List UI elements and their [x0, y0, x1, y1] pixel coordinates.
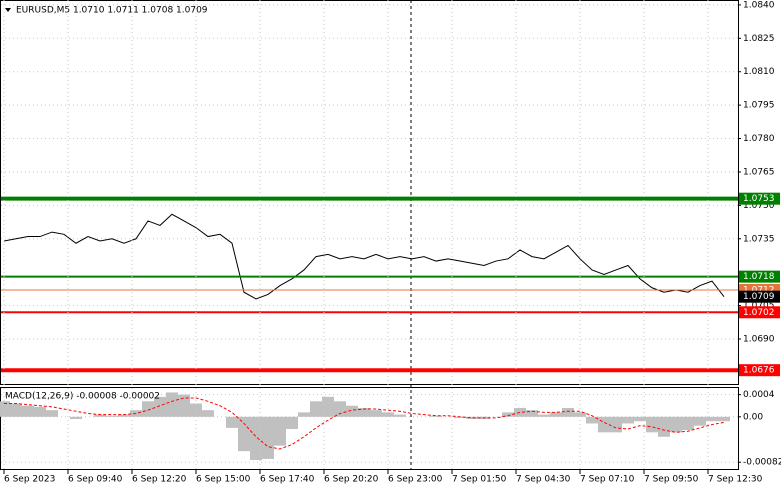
level-label-box [739, 270, 780, 283]
y-tick-label: 1.0765 [743, 167, 775, 177]
macd-bar [250, 416, 262, 461]
macd-bar [394, 414, 406, 417]
macd-bar [202, 410, 214, 417]
x-tick-label: 6 Sep 09:40 [68, 475, 123, 485]
level-label: 1.0712 [743, 286, 775, 296]
y-tick-label: 1.0825 [743, 34, 775, 44]
x-tick-label: 6 Sep 12:20 [132, 475, 187, 485]
macd-bar [298, 412, 310, 417]
macd-bar [118, 414, 130, 417]
macd-bar [262, 416, 274, 459]
x-tick-label: 6 Sep 20:20 [324, 475, 379, 485]
macd-bar [454, 416, 466, 418]
macd-bar [562, 407, 574, 417]
macd-bar [706, 416, 718, 422]
price-line [3, 213, 725, 300]
macd-bar [598, 416, 610, 433]
macd-bar [502, 412, 514, 417]
macd-bar [0, 401, 10, 417]
macd-bar [586, 416, 598, 424]
macd-bar [550, 412, 562, 417]
macd-histogram [0, 392, 730, 461]
macd-bar [694, 416, 706, 426]
x-tick-label: 7 Sep 01:50 [452, 475, 507, 485]
y-tick-label: 0.00 [743, 412, 763, 422]
macd-bar [94, 414, 106, 417]
y-tick-label: -0.00082 [743, 458, 781, 468]
macd-bar [178, 394, 190, 417]
macd-bar [718, 416, 730, 422]
y-tick-label: 1.0780 [743, 134, 775, 144]
x-tick-label: 6 Sep 23:00 [388, 475, 443, 485]
level-label-box [739, 290, 780, 303]
macd-frame [0, 387, 739, 470]
macd-bar [370, 410, 382, 417]
chart-title: EURUSD,M5 1.0710 1.0711 1.0708 1.0709 [16, 6, 208, 16]
macd-bar [238, 416, 250, 452]
macd-bar [346, 405, 358, 417]
macd-bar [670, 416, 682, 433]
x-tick-label: 6 Sep 2023 [4, 475, 55, 485]
menu-triangle [5, 8, 11, 12]
level-label: 1.0702 [743, 308, 775, 318]
macd-bar [22, 405, 34, 417]
macd-bar [34, 406, 46, 417]
macd-bar [70, 416, 82, 420]
macd-bar [526, 410, 538, 417]
macd-bar [10, 403, 22, 417]
y-tick-label: 1.0810 [743, 67, 775, 77]
macd-bar [46, 410, 58, 417]
macd-bar [358, 407, 370, 417]
x-tick-label: 7 Sep 09:50 [644, 475, 699, 485]
macd-bar [334, 401, 346, 417]
y-tick-label: 1.0735 [743, 234, 775, 244]
macd-bar [166, 392, 178, 417]
macd-bar [310, 401, 322, 417]
x-tick-label: 6 Sep 17:40 [260, 475, 315, 485]
macd-bar [106, 415, 118, 417]
main-frame [0, 0, 739, 385]
x-tick-label: 6 Sep 15:00 [196, 475, 251, 485]
macd-bar [322, 396, 334, 417]
y-tick-label: 1.0705 [743, 301, 775, 311]
macd-bar [286, 416, 298, 429]
macd-bar [634, 416, 646, 422]
level-label-box [739, 306, 780, 319]
level-label: 1.0676 [743, 366, 775, 376]
level-label-box [739, 364, 780, 377]
macd-bar [226, 416, 238, 428]
signal-line [4, 397, 725, 450]
macd-bar [658, 416, 670, 437]
macd-bar [610, 416, 622, 433]
y-tick-label: 0.0004 [743, 390, 775, 400]
x-tick-label: 7 Sep 07:10 [580, 475, 635, 485]
macd-bar [574, 412, 586, 417]
macd-bar [646, 416, 658, 433]
level-label: 1.0718 [743, 272, 775, 282]
macd-bar [682, 416, 694, 431]
x-tick-label: 7 Sep 04:30 [516, 475, 571, 485]
macd-bar [382, 412, 394, 417]
macd-bar [514, 407, 526, 417]
x-tick-label: 7 Sep 12:30 [708, 475, 763, 485]
macd-bar [622, 416, 634, 424]
macd-bar [142, 401, 154, 417]
level-label: 1.0709 [743, 292, 775, 302]
macd-bar [154, 396, 166, 417]
level-label: 1.0753 [743, 194, 775, 204]
macd-bar [274, 416, 286, 446]
macd-bar [430, 415, 442, 417]
y-tick-label: 1.0690 [743, 335, 775, 345]
macd-bar [190, 403, 202, 417]
macd-bar [538, 414, 550, 417]
level-label-box [739, 192, 780, 205]
macd-title: MACD(12,26,9) -0.00008 -0.00002 [5, 392, 160, 402]
macd-bar [466, 416, 478, 420]
y-tick-label: 1.0795 [743, 101, 775, 111]
y-tick-label: 1.0840 [743, 0, 775, 10]
y-tick-label: 1.0750 [743, 201, 775, 211]
